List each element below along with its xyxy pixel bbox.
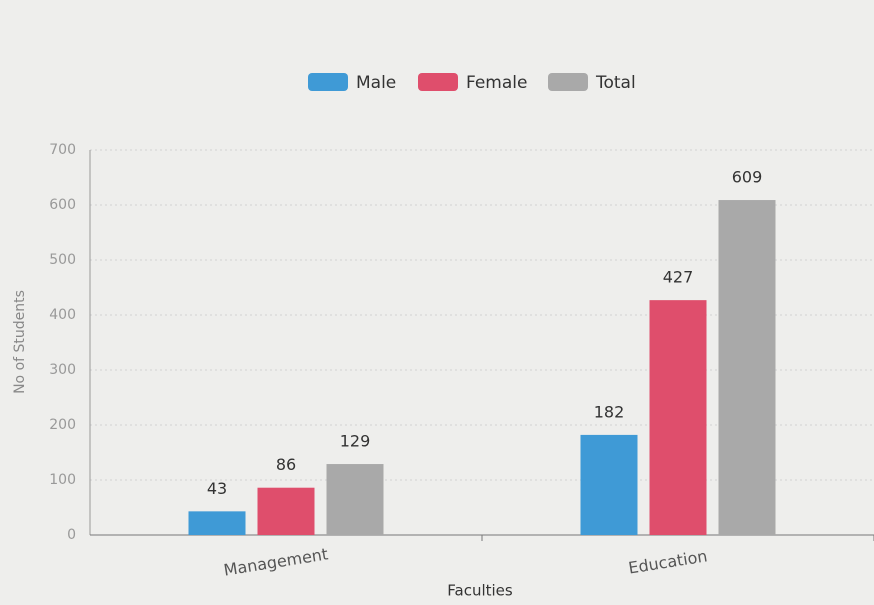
y-tick-label: 500 bbox=[49, 252, 76, 268]
bar bbox=[718, 200, 776, 536]
bar bbox=[257, 487, 315, 535]
y-tick-label: 300 bbox=[49, 362, 76, 378]
bar bbox=[188, 511, 246, 535]
data-label: 86 bbox=[276, 455, 296, 474]
legend-label: Male bbox=[356, 73, 396, 93]
data-label: 129 bbox=[340, 432, 371, 451]
y-tick-label: 0 bbox=[67, 527, 76, 543]
y-tick-label: 200 bbox=[49, 417, 76, 433]
data-label: 427 bbox=[663, 268, 694, 287]
bar bbox=[649, 300, 707, 535]
y-tick-label: 700 bbox=[49, 142, 76, 158]
legend-swatch bbox=[308, 73, 348, 91]
data-label: 182 bbox=[594, 402, 625, 421]
legend-label: Total bbox=[595, 73, 636, 93]
legend-swatch bbox=[418, 73, 458, 91]
data-label: 609 bbox=[732, 168, 763, 187]
legend-label: Female bbox=[466, 73, 527, 93]
legend-swatch bbox=[548, 73, 588, 91]
bar bbox=[580, 434, 638, 535]
y-tick-label: 600 bbox=[49, 197, 76, 213]
y-axis-label: No of Students bbox=[12, 290, 28, 394]
x-axis-label: Faculties bbox=[447, 582, 513, 600]
y-tick-label: 100 bbox=[49, 472, 76, 488]
y-tick-label: 400 bbox=[49, 307, 76, 323]
data-label: 43 bbox=[207, 479, 227, 498]
bar bbox=[326, 464, 384, 535]
